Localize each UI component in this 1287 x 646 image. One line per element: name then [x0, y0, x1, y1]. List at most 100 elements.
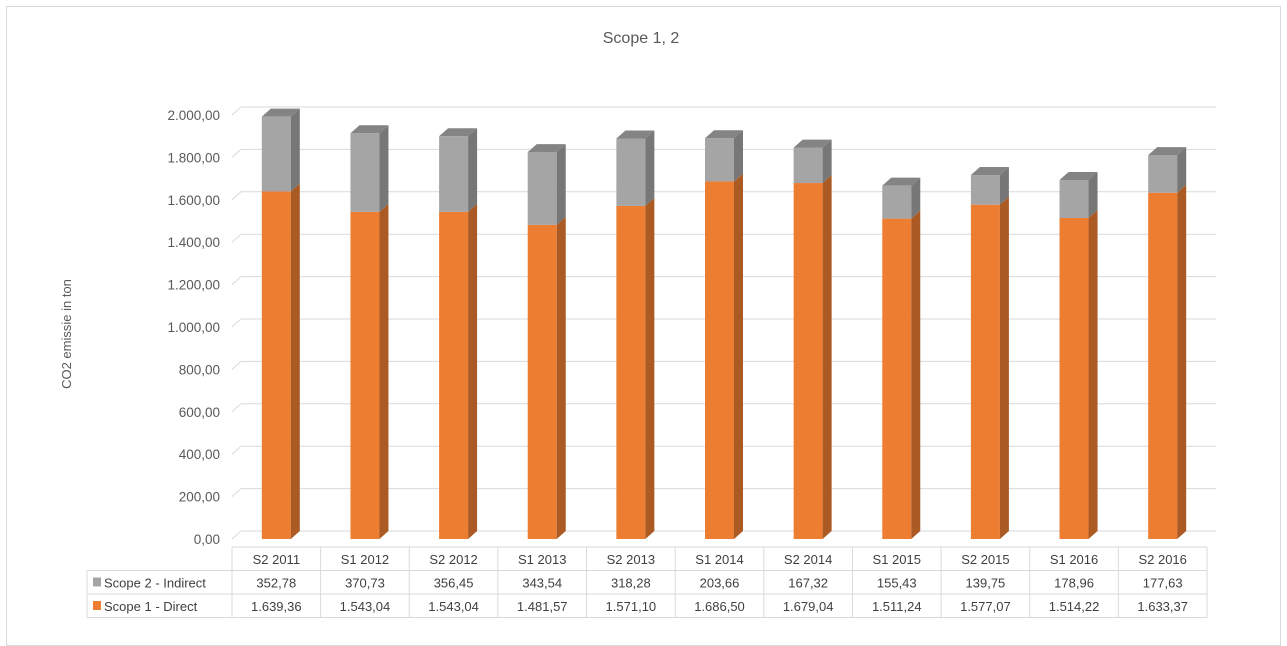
y-tick-label: 800,00 — [179, 362, 220, 377]
bar-scope2-top — [527, 144, 566, 153]
x-tick-label: S1 2015 — [873, 552, 921, 567]
y-tick-label: 1.400,00 — [167, 235, 220, 250]
bar-scope2-top — [439, 128, 478, 137]
data-label: 1.679,04 — [783, 599, 834, 614]
bar-scope2-front — [527, 152, 557, 225]
bar-scope1-front — [1059, 217, 1089, 540]
bar-scope2 — [350, 125, 389, 212]
bar-scope2-side — [911, 177, 921, 219]
data-label: 1.511,24 — [872, 599, 922, 614]
bar-scope2-side — [468, 128, 478, 212]
data-label: 343,54 — [522, 576, 562, 591]
bar-scope1-side — [556, 216, 566, 539]
bar-scope1-front — [970, 204, 1000, 539]
grid-line-depth — [231, 318, 242, 328]
bar-scope2 — [261, 108, 300, 192]
bar-scope2-side — [734, 130, 743, 182]
y-tick-label: 2.000,00 — [167, 108, 220, 123]
bar-scope2-front — [793, 147, 823, 184]
bar-scope1-side — [290, 183, 300, 539]
bar-scope2-front — [1148, 155, 1178, 193]
bar-scope1-side — [999, 196, 1009, 539]
bar-scope2-top — [793, 139, 832, 148]
legend-swatch — [93, 577, 101, 587]
bar-scope1 — [882, 210, 921, 539]
data-label: 203,66 — [700, 576, 740, 591]
x-tick-label: S2 2014 — [784, 552, 832, 567]
legend-label: Scope 1 - Direct — [104, 599, 198, 614]
bar-scope2-top — [705, 130, 743, 139]
grid-line-depth — [231, 488, 242, 497]
chart-area: Scope 1, 2 CO2 emissie in ton 0,00 200,00… — [6, 6, 1281, 646]
bar-scope1 — [616, 197, 655, 539]
bar-scope2 — [970, 167, 1009, 205]
bar-scope2-side — [290, 108, 300, 192]
bar-scope2-front — [705, 138, 734, 182]
bar-scope2-front — [439, 136, 469, 212]
bar-scope1 — [350, 203, 389, 539]
bar-scope2-side — [999, 167, 1009, 205]
bar-scope1-front — [616, 205, 646, 539]
bar-scope2-front — [1059, 180, 1089, 218]
y-axis-ticks: 0,00 200,00 400,00 600,00 800,00 1.000,00 1.20… — [167, 108, 220, 547]
data-label: 1.633,37 — [1137, 599, 1188, 614]
bar-scope1-side — [379, 203, 389, 539]
x-tick-label: S1 2016 — [1050, 552, 1098, 567]
bar-scope2-front — [970, 175, 1000, 205]
bar-scope1-side — [468, 203, 478, 539]
y-tick-label: 0,00 — [194, 532, 220, 547]
bar-scope2-top — [1148, 147, 1187, 156]
x-tick-label: S2 2016 — [1138, 552, 1186, 567]
bar-scope1 — [705, 173, 743, 539]
bar-scope2-side — [822, 139, 832, 184]
data-table: S2 2011 S1 2012 S2 2012 S1 2013 S2 2013 S1 20… — [86, 546, 1208, 618]
bar-scope1 — [527, 216, 566, 539]
grid-line-depth — [231, 530, 242, 540]
bar-scope1-side — [1088, 209, 1098, 540]
bar-scope1-front — [350, 211, 380, 539]
legend-swatch — [93, 601, 101, 610]
bar-scope2-side — [379, 125, 389, 212]
bar-scope1-front — [527, 224, 557, 539]
chart-title: Scope 1, 2 — [603, 30, 680, 47]
chart-svg: Scope 1, 2 CO2 emissie in ton 0,00 200,00… — [59, 30, 1216, 618]
bar-scope1 — [1059, 209, 1098, 540]
bar-scope1-side — [734, 173, 743, 539]
bar-scope2-side — [1088, 172, 1098, 218]
bar-scope1-front — [705, 181, 734, 539]
bar-scope1-front — [1148, 192, 1178, 539]
data-label: 1.514,22 — [1049, 599, 1100, 614]
y-tick-label: 1.200,00 — [167, 278, 220, 293]
bar-scope2-side — [556, 144, 566, 225]
y-tick-label: 200,00 — [179, 490, 220, 505]
data-label: 356,45 — [434, 576, 474, 591]
bar-scope2 — [705, 130, 743, 182]
bar-scope1 — [970, 196, 1009, 539]
data-label: 370,73 — [345, 576, 385, 591]
data-label: 139,75 — [966, 576, 1006, 591]
y-tick-label: 1.600,00 — [167, 193, 220, 208]
bar-scope2-side — [645, 130, 655, 206]
bar-scope1-front — [261, 191, 291, 539]
bar-scope1-side — [1177, 184, 1187, 539]
bar-scope2 — [1148, 147, 1187, 193]
x-tick-label: S2 2011 — [253, 552, 300, 567]
bar-scope2-top — [350, 125, 389, 134]
data-label: 318,28 — [611, 576, 651, 591]
legend-label: Scope 2 - Indirect — [104, 576, 206, 591]
data-label: 1.543,04 — [340, 599, 391, 614]
y-tick-label: 600,00 — [179, 405, 220, 420]
x-tick-label: S1 2014 — [695, 552, 743, 567]
bar-scope2-top — [1059, 172, 1098, 181]
bar-scope2 — [882, 177, 921, 219]
bar-scope1-front — [793, 183, 823, 539]
x-tick-label: S2 2015 — [961, 552, 1009, 567]
x-tick-label: S1 2012 — [341, 552, 389, 567]
data-label: 155,43 — [877, 576, 917, 591]
x-tick-label: S1 2013 — [518, 552, 566, 567]
x-tick-label: S2 2012 — [429, 552, 477, 567]
bar-scope2 — [616, 130, 655, 206]
bar-scope2-top — [882, 177, 921, 186]
bar-scope2 — [793, 139, 832, 184]
grid-line-depth — [231, 403, 242, 413]
